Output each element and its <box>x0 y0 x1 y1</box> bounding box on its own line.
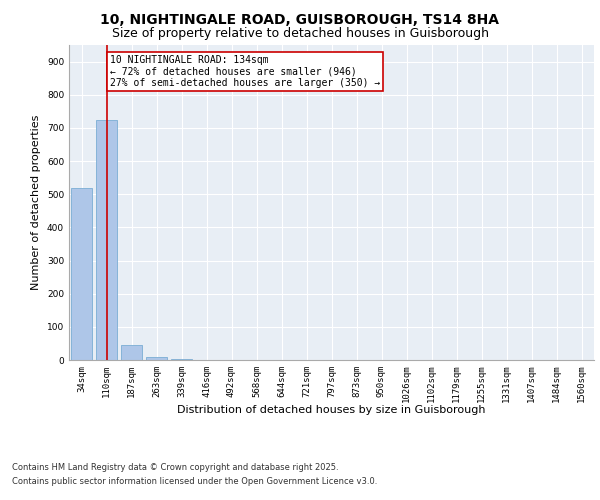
Y-axis label: Number of detached properties: Number of detached properties <box>31 115 41 290</box>
Text: Contains public sector information licensed under the Open Government Licence v3: Contains public sector information licen… <box>12 478 377 486</box>
Bar <box>121 345 142 360</box>
Bar <box>71 188 92 360</box>
Text: 10, NIGHTINGALE ROAD, GUISBOROUGH, TS14 8HA: 10, NIGHTINGALE ROAD, GUISBOROUGH, TS14 … <box>101 12 499 26</box>
Text: 10 NIGHTINGALE ROAD: 134sqm
← 72% of detached houses are smaller (946)
27% of se: 10 NIGHTINGALE ROAD: 134sqm ← 72% of det… <box>110 55 380 88</box>
Text: Contains HM Land Registry data © Crown copyright and database right 2025.: Contains HM Land Registry data © Crown c… <box>12 464 338 472</box>
Text: Size of property relative to detached houses in Guisborough: Size of property relative to detached ho… <box>112 28 488 40</box>
Bar <box>146 358 167 360</box>
Bar <box>96 120 117 360</box>
X-axis label: Distribution of detached houses by size in Guisborough: Distribution of detached houses by size … <box>177 406 486 415</box>
